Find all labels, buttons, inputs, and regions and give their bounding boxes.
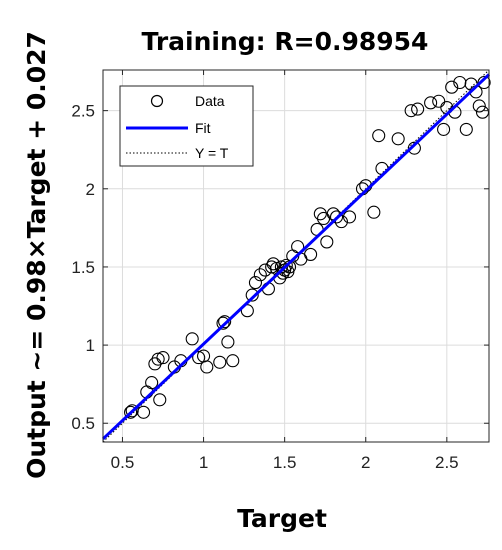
x-axis-label: Target — [237, 504, 327, 533]
data-point — [320, 235, 334, 249]
data-point — [437, 122, 451, 136]
x-tick-label: 1 — [199, 453, 208, 472]
data-point — [391, 132, 405, 146]
y-tick-label: 2 — [86, 180, 95, 199]
y-tick-label: 0.5 — [71, 414, 95, 433]
data-point — [221, 335, 235, 349]
data-point — [248, 276, 263, 290]
y-tick-label: 1 — [86, 336, 95, 355]
data-point — [274, 260, 288, 274]
data-point — [445, 80, 459, 94]
data-point — [226, 354, 240, 368]
data-point — [216, 316, 230, 330]
data-point — [472, 99, 486, 113]
data-point — [459, 122, 473, 136]
data-point — [153, 393, 167, 407]
plot-border — [102, 69, 490, 443]
data-point — [342, 210, 357, 224]
y-axis-label: Output ~= 0.98×Target + 0.027 — [22, 31, 51, 479]
data-point — [407, 141, 421, 155]
legend-label-fit: Fit — [195, 120, 211, 136]
y-tick-label: 2.5 — [71, 102, 95, 121]
data-point — [477, 75, 491, 90]
data-point — [329, 210, 344, 224]
x-tick-label: 0.5 — [111, 453, 135, 472]
data-point — [124, 405, 138, 419]
legend-box — [119, 85, 254, 167]
fit-line — [101, 73, 491, 441]
data-point — [240, 304, 254, 318]
x-tick-label: 2.5 — [435, 453, 459, 472]
data-point — [266, 257, 280, 271]
fit-line-path — [101, 73, 491, 441]
data-point — [291, 240, 305, 254]
data-point — [411, 102, 425, 116]
legend-label-identity: Y = T — [195, 145, 229, 161]
data-point — [404, 104, 418, 118]
data-point — [200, 360, 214, 374]
x-tick-label: 2 — [361, 453, 370, 472]
data-point — [213, 355, 227, 369]
x-tick-label: 1.5 — [273, 453, 297, 472]
data-point — [156, 351, 170, 365]
data-point — [136, 405, 151, 419]
data-point — [185, 332, 199, 346]
data-point — [145, 376, 159, 390]
data-point — [192, 351, 206, 365]
grid — [103, 70, 489, 442]
data-point — [245, 288, 259, 302]
data-point — [148, 357, 162, 371]
data-point — [424, 96, 438, 110]
y-axis-ticks: 0.5 1 1.5 2 2.5 — [71, 102, 489, 433]
data-point — [372, 129, 386, 143]
data-point — [253, 268, 267, 282]
legend-marker-data — [150, 94, 164, 108]
data-point — [432, 94, 446, 108]
legend: Data Fit Y = T — [119, 85, 254, 167]
x-axis-ticks: 0.5 1 1.5 2 2.5 — [111, 70, 459, 472]
data-point — [367, 205, 381, 219]
data-point — [304, 247, 318, 261]
data-point — [151, 352, 165, 366]
legend-label-data: Data — [195, 93, 225, 109]
chart-title: Training: R=0.98954 — [142, 27, 429, 56]
data-point — [313, 207, 327, 221]
y-tick-label: 1.5 — [71, 258, 95, 277]
data-point — [218, 315, 232, 329]
data-point — [265, 260, 279, 274]
